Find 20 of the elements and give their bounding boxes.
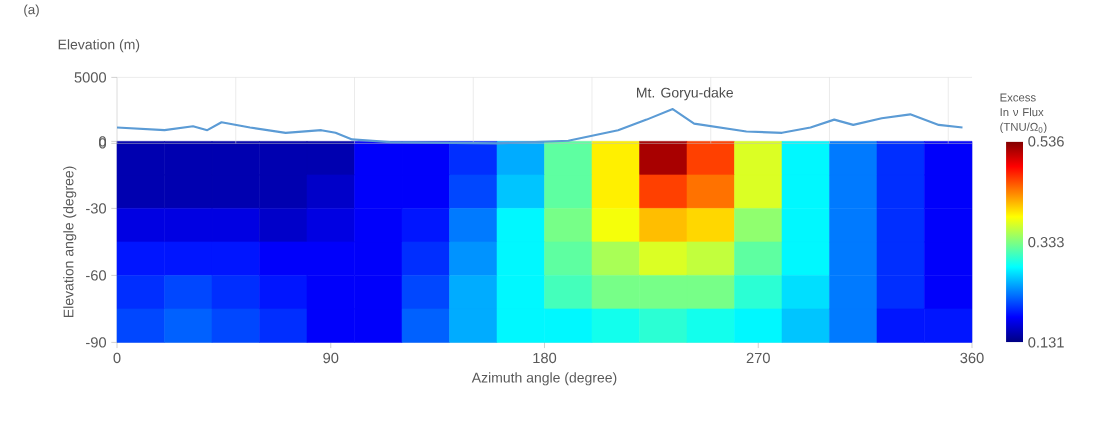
y-tick-label: -60 — [86, 270, 107, 281]
annotation: Mt. Goryu-dake — [637, 87, 733, 101]
color-bar-label: 0.131 — [1028, 337, 1064, 348]
line-series — [115, 107, 964, 145]
y-tick-label: -30 — [86, 203, 107, 214]
y-tick-label: -90 — [86, 337, 107, 348]
x-tick-label: 180 — [533, 352, 557, 363]
x-tick-label: 0 — [113, 352, 121, 363]
x-tick-label: 360 — [960, 352, 984, 363]
y-tick-label: 0 — [99, 138, 107, 149]
chart-title: (a) — [24, 4, 39, 17]
x-axis-title: Azimuth angle (degree) — [471, 372, 617, 386]
y-axis-title: Elevation angle (degree) — [63, 166, 77, 317]
x-tick-label: 270 — [746, 352, 770, 363]
color-bar-label: 0.333 — [1028, 236, 1064, 248]
y-axis-title: Elevation (m) — [58, 39, 140, 53]
color-bar-label: 0.536 — [1028, 136, 1064, 147]
y-tick-label: 5000 — [74, 72, 107, 83]
color-bar-title: Excess In ν Flux (TNU/Ω$_{0}$) — [1000, 93, 1047, 133]
x-tick-label: 90 — [323, 352, 339, 363]
